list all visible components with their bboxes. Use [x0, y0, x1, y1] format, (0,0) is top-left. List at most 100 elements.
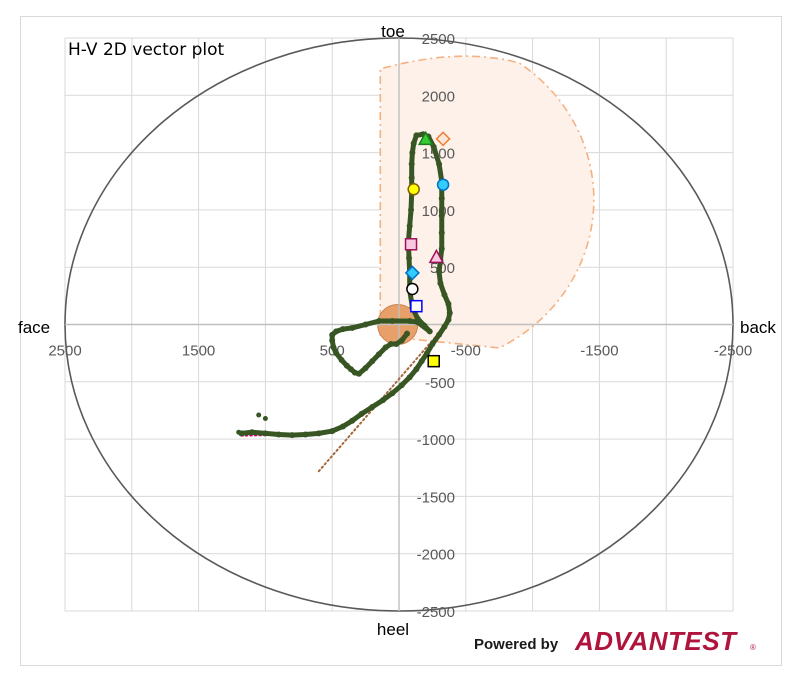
trajectory-point	[438, 212, 445, 219]
trajectory-point	[389, 390, 396, 397]
trajectory-point	[413, 366, 420, 373]
brand-logo: Powered by ADVANTEST ®	[474, 626, 756, 656]
triangle-marker	[417, 130, 434, 146]
trajectory-point	[362, 365, 369, 372]
trajectory-point	[349, 324, 356, 331]
x-tick-label: 2500	[48, 343, 81, 360]
trajectory-point	[437, 280, 444, 287]
square-marker	[410, 299, 423, 313]
circle-marker	[407, 183, 420, 196]
trajectory-point	[343, 362, 350, 369]
trajectory-point	[436, 268, 443, 275]
direction-label-heel: heel	[377, 620, 409, 639]
y-tick-label: -500	[425, 375, 455, 392]
square-marker	[427, 354, 440, 368]
trajectory-point	[358, 410, 365, 417]
y-tick-label: -1000	[417, 432, 455, 449]
trajectory-point	[445, 316, 452, 323]
x-tick-label: 1500	[182, 343, 215, 360]
trajectory-point	[369, 404, 376, 411]
trajectory-point	[389, 318, 396, 325]
x-tick-label: -2500	[714, 343, 752, 360]
trajectory-point	[446, 310, 453, 317]
x-tick-label: -1500	[580, 343, 618, 360]
y-tick-label: -1500	[417, 489, 455, 506]
axes	[65, 38, 733, 611]
y-tick-label: 2000	[422, 88, 455, 105]
trajectory-point	[410, 140, 417, 147]
trajectory-point	[333, 328, 340, 335]
brand-registered-mark: ®	[750, 643, 756, 652]
square-marker	[404, 238, 418, 251]
tick-labels: 2500 1500 500 -500 -1500 -2500250020001500100…	[48, 31, 752, 621]
direction-label-back: back	[740, 318, 776, 337]
trajectory-point	[406, 255, 413, 262]
trajectory-point	[339, 326, 346, 333]
trajectory-point	[413, 132, 420, 139]
y-tick-label: 500	[430, 260, 455, 277]
x-tick-label: -500	[451, 343, 481, 360]
direction-label-face: face	[18, 318, 50, 337]
trajectory-point	[362, 321, 369, 328]
trajectory-point	[387, 340, 394, 347]
trajectory-point	[302, 431, 309, 438]
dotted-reference-line	[317, 330, 442, 473]
trajectory-point	[338, 357, 345, 364]
trajectory-point	[355, 370, 362, 377]
trajectory-point	[406, 318, 413, 325]
trajectory-point	[369, 358, 376, 365]
trajectory-point	[256, 412, 262, 418]
trajectory-point	[424, 350, 431, 357]
trajectory-point	[406, 222, 413, 229]
direction-label-toe: toe	[381, 22, 405, 41]
y-tick-label: 1000	[422, 203, 455, 220]
trajectory-point	[315, 430, 322, 437]
trajectory-point	[398, 382, 405, 389]
trajectory-point	[347, 366, 354, 373]
trajectory-point	[438, 229, 445, 236]
circle-marker	[436, 178, 450, 191]
trajectory-point	[329, 331, 336, 338]
shaded-zone	[379, 55, 595, 349]
trajectory-point	[375, 318, 382, 325]
trajectory-point	[339, 423, 346, 430]
trajectory-point	[430, 143, 437, 150]
diamond-marker	[435, 131, 451, 147]
trajectory-point	[375, 351, 382, 358]
trajectory-point	[262, 430, 269, 437]
trajectory-point	[418, 358, 425, 365]
trajectory-point	[333, 350, 340, 357]
y-tick-label: -2000	[417, 547, 455, 564]
trajectory-point	[329, 337, 336, 344]
trajectory-point	[406, 374, 413, 381]
trajectory-point	[330, 344, 337, 351]
trajectory-point	[426, 328, 433, 335]
triangle-marker	[428, 248, 445, 264]
diamond-marker	[404, 265, 420, 281]
trajectory-point	[262, 415, 268, 421]
trajectory-point	[436, 161, 443, 168]
trajectory-point	[249, 429, 256, 436]
trajectory-point	[236, 429, 242, 435]
trajectory-point	[414, 319, 421, 326]
trajectory-point	[441, 291, 448, 298]
trajectory-point	[436, 331, 443, 338]
trajectory-point	[393, 340, 400, 347]
trajectory-point	[382, 344, 389, 351]
y-tick-label: 2500	[422, 31, 455, 48]
markers	[404, 130, 451, 368]
trajectory-point	[349, 417, 356, 424]
trajectory-point	[329, 428, 336, 435]
powered-by-text: Powered by	[474, 636, 559, 653]
trajectory-point	[275, 431, 282, 438]
trajectory-point	[398, 337, 405, 344]
trajectory-point	[438, 195, 445, 202]
trajectory-point	[404, 330, 411, 337]
y-tick-label: -2500	[417, 604, 455, 621]
trajectory-point	[438, 245, 445, 252]
trajectory-point	[441, 323, 448, 330]
trajectory-point	[429, 340, 436, 347]
trajectory-point	[408, 206, 415, 213]
trajectory-point	[289, 432, 296, 439]
